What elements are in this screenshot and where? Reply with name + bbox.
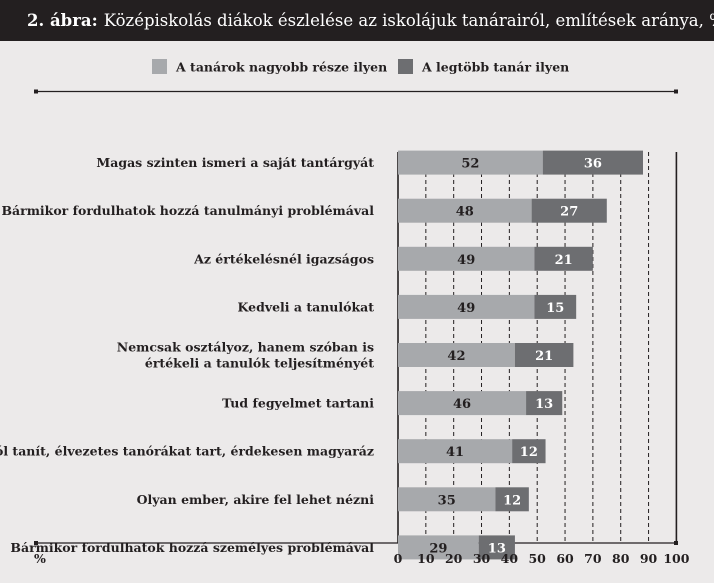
data-label-series2-3: 21 (555, 253, 573, 268)
data-label-series2-2: 27 (560, 205, 578, 220)
bar-series2-5 (514, 343, 574, 367)
chart-title-bar: 2. ábra: Középiskolás diákok észlelése a… (0, 0, 714, 41)
x-axis-label: % (34, 551, 46, 566)
category-label-6: Tud fegyelmet tartani (222, 396, 374, 411)
category-label-2: Bármikor fordulhatok hozzá tanulmányi pr… (1, 203, 374, 218)
category-label-4: Kedveli a tanulókat (238, 299, 375, 314)
legend-swatch-1 (152, 59, 167, 74)
chart-panel: A tanárok nagyobb része ilyen A legtöbb t… (0, 41, 714, 583)
category-label-1: Magas szinten ismeri a saját tantárgyát (96, 155, 374, 170)
data-label-series2-5: 21 (535, 349, 553, 364)
data-label-series1-5: 42 (447, 349, 465, 364)
stacked-bar-chart: A tanárok nagyobb része ilyen A legtöbb t… (0, 59, 690, 566)
x-tick-label-60: 60 (556, 551, 574, 566)
x-tick-label-40: 40 (501, 551, 519, 566)
x-tick-label-90: 90 (640, 551, 658, 566)
bar-series1-6 (398, 391, 527, 416)
data-label-series2-9: 13 (488, 541, 506, 556)
bar-series2-9 (478, 535, 515, 560)
data-label-series2-6: 13 (535, 397, 553, 412)
category-label-5-line-2: értékeli a tanulók teljesítményét (145, 356, 374, 371)
bar-series1-5 (398, 343, 515, 367)
bar-series1-9 (398, 535, 479, 560)
bar-series2-1 (542, 150, 643, 175)
x-tick-label-100: 100 (663, 551, 689, 566)
data-label-series1-7: 41 (446, 445, 464, 460)
data-label-series1-1: 52 (461, 157, 479, 172)
legend-label-2: A legtöbb tanár ilyen (421, 60, 569, 75)
category-label-8: Olyan ember, akire fel lehet nézni (137, 492, 375, 507)
category-label-9: Bármikor fordulhatok hozzá személyes pro… (10, 540, 374, 555)
x-tick-label-80: 80 (612, 551, 630, 566)
bar-series1-2 (398, 198, 532, 223)
top-rule-end-right (674, 89, 678, 94)
x-tick-label-70: 70 (584, 551, 602, 566)
bar-series2-4 (534, 294, 577, 319)
top-rule-end-left (34, 89, 38, 94)
data-label-series1-3: 49 (457, 253, 475, 268)
legend-swatch-2 (398, 59, 413, 74)
data-label-series2-1: 36 (584, 157, 602, 172)
bar-series2-6 (526, 391, 563, 416)
bar-series1-8 (398, 487, 496, 512)
bar-series1-4 (398, 294, 535, 319)
data-label-series1-4: 49 (457, 301, 475, 316)
x-tick-label-30: 30 (473, 551, 491, 566)
bar-series2-7 (512, 439, 546, 464)
data-label-series1-2: 48 (456, 205, 474, 220)
x-tick-label-50: 50 (528, 551, 546, 566)
x-tick-label-0: 0 (394, 551, 403, 566)
category-label-7: Jól tanít, élvezetes tanórákat tart, érd… (0, 444, 374, 459)
chart-title: Középiskolás diákok észlelése az iskoláj… (103, 11, 714, 30)
bottom-rule-end-left (34, 541, 38, 545)
category-label-3: Az értékelésnél igazságos (193, 251, 374, 266)
legend-label-1: A tanárok nagyobb része ilyen (175, 60, 387, 75)
bar-series1-3 (398, 246, 535, 271)
data-label-series1-6: 46 (453, 397, 471, 412)
x-tick-label-10: 10 (417, 551, 435, 566)
data-label-series2-8: 12 (503, 493, 521, 508)
bar-series2-8 (495, 487, 529, 512)
x-tick-label-20: 20 (445, 551, 463, 566)
bar-series2-2 (531, 198, 607, 223)
data-label-series1-8: 35 (438, 493, 456, 508)
bar-series1-1 (398, 150, 543, 175)
bar-series1-7 (398, 439, 513, 464)
bar-series2-3 (534, 246, 593, 271)
data-label-series2-4: 15 (546, 301, 564, 316)
data-label-series1-9: 29 (429, 541, 447, 556)
data-label-series2-7: 12 (520, 445, 538, 460)
category-label-5-line-1: Nemcsak osztályoz, hanem szóban is (117, 340, 374, 355)
figure-label: 2. ábra: (27, 11, 98, 30)
